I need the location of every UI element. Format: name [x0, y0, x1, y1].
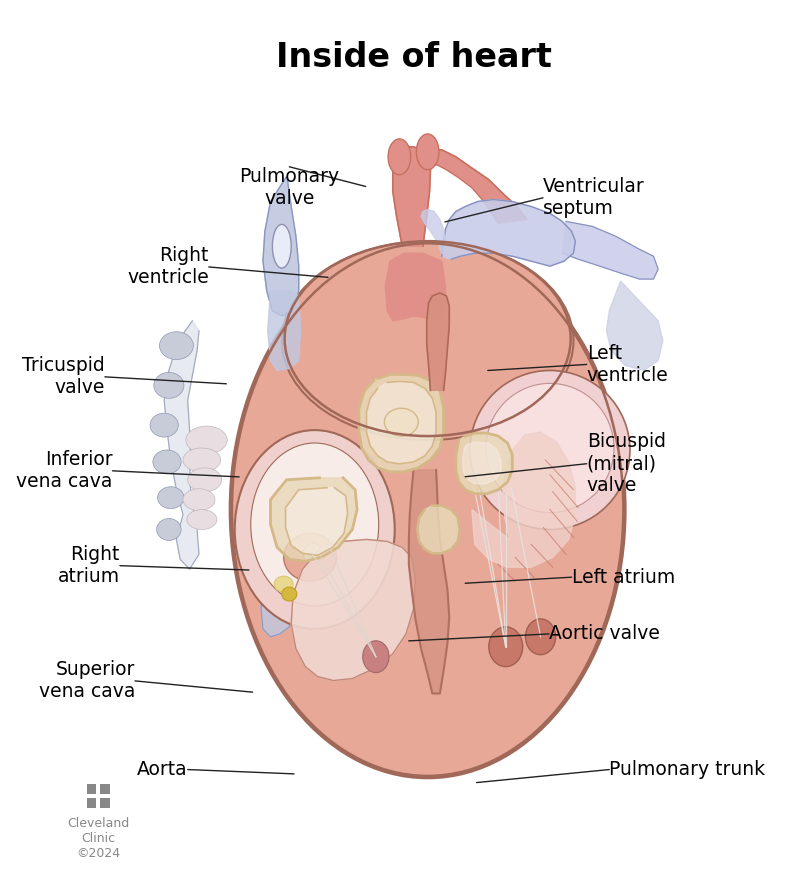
- Text: Pulmonary trunk: Pulmonary trunk: [610, 760, 766, 779]
- Ellipse shape: [186, 509, 217, 530]
- Text: Aortic valve: Aortic valve: [549, 624, 660, 643]
- Text: Cleveland
Clinic
©2024: Cleveland Clinic ©2024: [67, 817, 130, 860]
- Ellipse shape: [183, 489, 215, 510]
- Polygon shape: [263, 177, 298, 316]
- Ellipse shape: [159, 332, 194, 359]
- Polygon shape: [261, 559, 291, 637]
- Polygon shape: [286, 488, 348, 556]
- Ellipse shape: [230, 241, 626, 778]
- Ellipse shape: [303, 543, 322, 563]
- Bar: [100, 784, 110, 794]
- Text: Left
ventricle: Left ventricle: [586, 344, 669, 385]
- Polygon shape: [366, 382, 436, 464]
- Text: Inferior
vena cava: Inferior vena cava: [16, 450, 113, 491]
- Ellipse shape: [150, 413, 178, 437]
- Bar: [86, 798, 96, 808]
- Polygon shape: [606, 281, 663, 370]
- Polygon shape: [409, 470, 450, 693]
- Polygon shape: [426, 293, 450, 391]
- Polygon shape: [386, 253, 446, 321]
- Text: Ventricular
septum: Ventricular septum: [543, 178, 645, 219]
- Ellipse shape: [234, 430, 394, 629]
- Text: Inside of heart: Inside of heart: [275, 40, 551, 73]
- Polygon shape: [418, 506, 460, 553]
- Ellipse shape: [388, 139, 410, 175]
- Ellipse shape: [282, 241, 574, 440]
- Text: Bicuspid
(mitral)
valve: Bicuspid (mitral) valve: [586, 433, 666, 495]
- Bar: [86, 784, 96, 794]
- Ellipse shape: [284, 533, 336, 582]
- Polygon shape: [456, 434, 512, 493]
- Ellipse shape: [274, 576, 293, 592]
- Text: Left atrium: Left atrium: [572, 567, 675, 587]
- Polygon shape: [562, 221, 658, 279]
- Text: Tricuspid
valve: Tricuspid valve: [22, 357, 105, 397]
- Ellipse shape: [250, 443, 378, 606]
- Text: Aorta: Aorta: [137, 760, 188, 779]
- Polygon shape: [462, 442, 501, 483]
- Polygon shape: [472, 432, 575, 567]
- Polygon shape: [291, 540, 415, 681]
- Ellipse shape: [384, 409, 418, 436]
- Ellipse shape: [158, 487, 184, 508]
- Text: Pulmonary
valve: Pulmonary valve: [239, 167, 339, 208]
- Ellipse shape: [272, 225, 291, 268]
- Ellipse shape: [153, 450, 181, 474]
- Polygon shape: [442, 200, 575, 266]
- Ellipse shape: [526, 619, 556, 655]
- Ellipse shape: [282, 587, 297, 601]
- Polygon shape: [270, 478, 357, 561]
- Bar: [100, 798, 110, 808]
- Ellipse shape: [486, 384, 614, 513]
- Text: Superior
vena cava: Superior vena cava: [38, 660, 135, 701]
- Polygon shape: [423, 150, 526, 223]
- Polygon shape: [164, 321, 199, 569]
- Ellipse shape: [470, 370, 630, 530]
- Polygon shape: [393, 147, 430, 246]
- Ellipse shape: [362, 640, 389, 673]
- Polygon shape: [359, 375, 444, 472]
- Ellipse shape: [416, 134, 439, 169]
- Ellipse shape: [154, 373, 184, 399]
- Text: Right
ventricle: Right ventricle: [127, 246, 209, 287]
- Polygon shape: [421, 210, 446, 253]
- Ellipse shape: [183, 448, 221, 472]
- Ellipse shape: [188, 468, 222, 491]
- Ellipse shape: [186, 426, 227, 454]
- Polygon shape: [268, 291, 301, 370]
- Text: Right
atrium: Right atrium: [58, 545, 120, 586]
- Ellipse shape: [489, 627, 522, 666]
- Ellipse shape: [157, 518, 181, 541]
